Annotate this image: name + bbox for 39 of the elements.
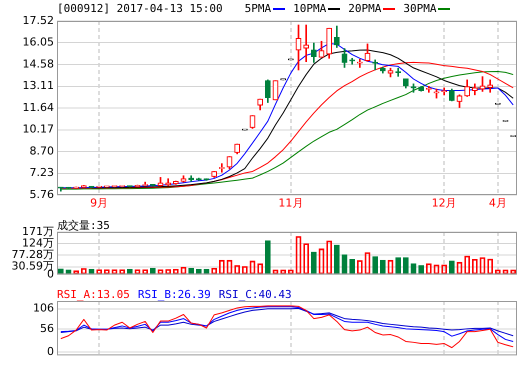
y-tick-label: 14.58 [22, 57, 54, 70]
legend-label: 5PMA [244, 2, 272, 15]
bar [403, 257, 409, 274]
chart-title: [000912] 2017-04-13 15:00 [57, 2, 223, 15]
series-label: RSI_B:26.39 [138, 288, 211, 301]
bar [349, 258, 355, 274]
y-tick-label: 171万 [22, 224, 54, 238]
bar [372, 256, 378, 274]
x-tick-label: 9月 [90, 196, 108, 210]
bar [334, 244, 340, 274]
annotation: 成交量:35 [57, 219, 110, 232]
y-tick-label: 16.05 [22, 36, 54, 49]
y-tick-label: 13.11 [22, 79, 54, 92]
y-tick-label: 8.70 [30, 144, 54, 158]
legend-label: 10PMA [293, 2, 326, 15]
y-tick-label: 10.17 [22, 122, 54, 136]
y-tick-label: 5.76 [30, 188, 54, 201]
text: RSI_A:13.05 [57, 288, 130, 301]
bar [265, 240, 271, 274]
x-tick-label: 12月 [432, 196, 457, 210]
legend-label: 30PMA [403, 2, 436, 15]
y-tick-label: 17.52 [22, 14, 54, 27]
x-tick-label: 11月 [278, 196, 304, 210]
bar [380, 260, 386, 274]
bar [449, 260, 455, 274]
series-label: RSI_C:40.43 [218, 288, 292, 301]
y-tick-label: 0 [47, 344, 54, 358]
y-tick-label: 11.64 [22, 100, 54, 114]
y-tick-label: 124万 [22, 236, 54, 250]
bar [410, 263, 416, 274]
bar [395, 257, 401, 274]
y-tick-label: 7.23 [30, 166, 54, 180]
legend-label: 20PMA [348, 2, 382, 15]
bar [342, 254, 348, 274]
y-tick-label: 77.28万 [12, 248, 54, 262]
x-tick-label: 4月 [488, 196, 507, 210]
y-tick-label: 106 [33, 302, 54, 315]
bar [311, 252, 317, 274]
y-tick-label: 56 [40, 322, 54, 336]
